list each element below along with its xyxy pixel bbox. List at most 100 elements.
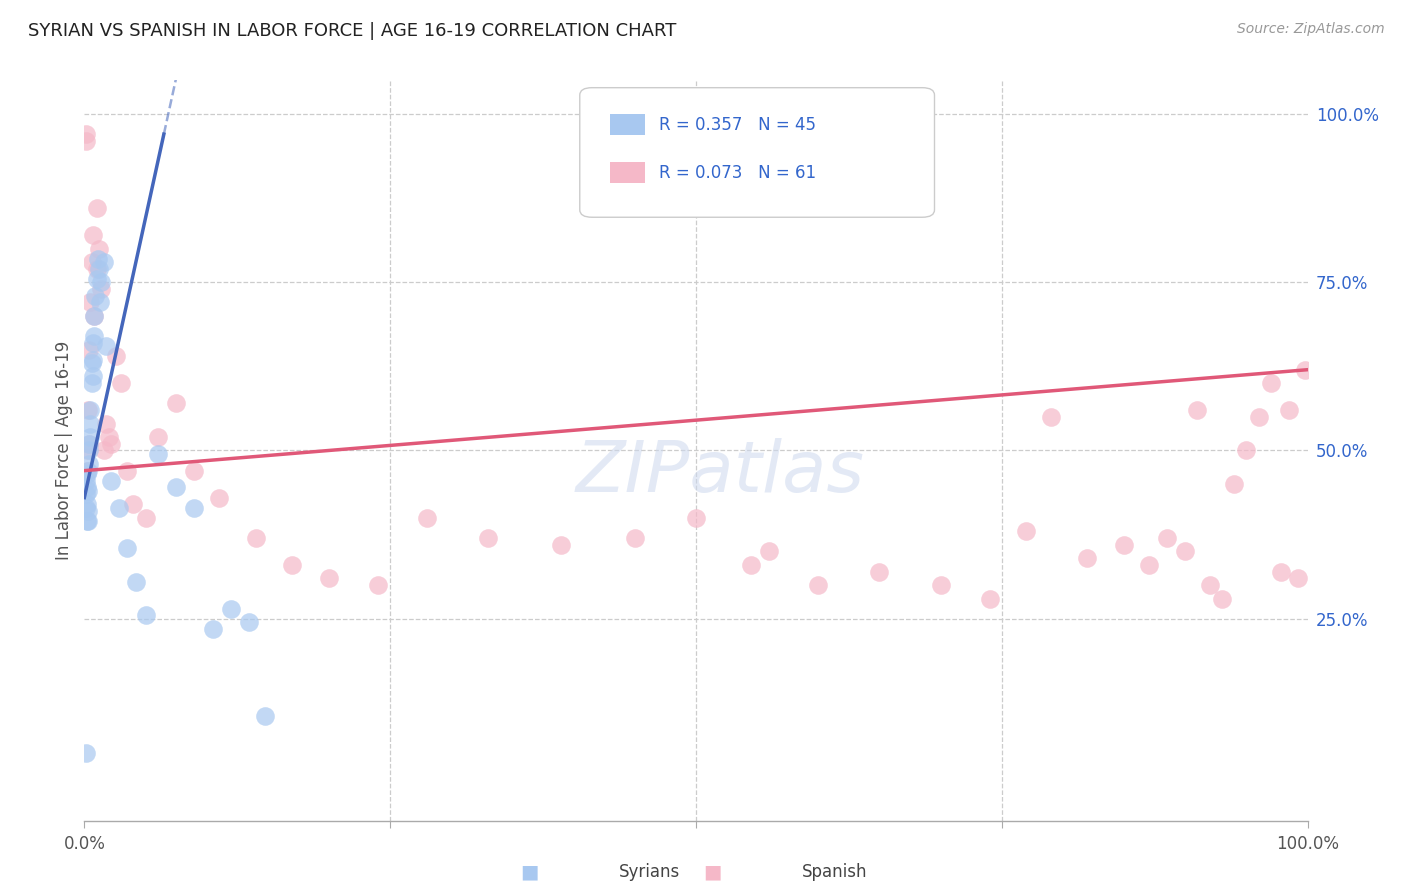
Point (1223, 477, 1246, 491)
Point (807, 578, 830, 592)
Point (87, 242, 110, 256)
Point (86, 272, 108, 286)
Point (77, 443, 100, 458)
Point (87, 261, 110, 276)
Point (146, 430, 169, 444)
Point (90, 282, 112, 296)
Point (83, 329, 105, 343)
Point (76, 443, 98, 458)
Point (79, 430, 101, 444)
Point (105, 349, 128, 363)
Text: SYRIAN VS SPANISH IN LABOR FORCE | AGE 16-19 CORRELATION CHART: SYRIAN VS SPANISH IN LABOR FORCE | AGE 1… (28, 22, 676, 40)
Text: Spanish: Spanish (801, 863, 868, 881)
Point (83, 309, 105, 323)
Point (281, 558, 304, 572)
Point (86, 201, 108, 215)
Point (1278, 403, 1301, 417)
Point (1156, 531, 1178, 545)
Point (82, 335, 104, 350)
Point (122, 497, 145, 511)
Point (79, 403, 101, 417)
Point (1187, 403, 1209, 417)
Point (1286, 571, 1309, 585)
Point (76, 480, 98, 494)
Point (869, 565, 891, 579)
Point (135, 510, 157, 524)
Point (1114, 538, 1136, 552)
Point (79, 295, 101, 310)
Y-axis label: In Labor Force | Age 16-19: In Labor Force | Age 16-19 (55, 341, 73, 560)
Point (96, 339, 118, 353)
Point (107, 500, 129, 515)
Point (1137, 558, 1160, 572)
Point (77, 483, 100, 498)
Point (1236, 443, 1258, 458)
Point (76, 514, 98, 528)
Point (82, 352, 104, 367)
Point (1039, 409, 1062, 424)
Point (80, 356, 103, 370)
Point (1247, 409, 1270, 424)
Text: ■: ■ (520, 863, 538, 882)
Point (1015, 524, 1038, 539)
Point (219, 601, 242, 615)
Point (77, 514, 100, 528)
Point (96, 417, 118, 431)
Point (110, 376, 132, 391)
Point (318, 571, 340, 585)
Point (75, 134, 97, 148)
Point (183, 464, 205, 478)
Point (89, 295, 111, 310)
Point (79, 417, 101, 431)
Point (75, 747, 97, 761)
Point (83, 309, 105, 323)
Point (115, 464, 138, 478)
Point (1211, 591, 1233, 606)
Point (77, 343, 100, 357)
Point (477, 531, 499, 545)
Point (77, 464, 100, 478)
Point (367, 578, 389, 592)
Point (90, 275, 112, 289)
Point (624, 531, 647, 545)
Text: ZIPatlas: ZIPatlas (576, 438, 865, 508)
Text: ■: ■ (703, 863, 721, 882)
Point (115, 541, 138, 555)
Point (75, 487, 97, 501)
Point (75, 500, 97, 515)
Point (238, 615, 260, 629)
Point (75, 474, 97, 488)
Point (1294, 362, 1316, 376)
Point (165, 480, 187, 494)
Point (100, 474, 122, 488)
Point (77, 436, 100, 450)
Point (77, 436, 100, 450)
Point (86, 261, 108, 276)
Point (77, 457, 100, 471)
Point (254, 709, 277, 723)
Point (75, 127, 97, 141)
Text: R = 0.073   N = 61: R = 0.073 N = 61 (659, 164, 817, 182)
Point (76, 467, 98, 481)
Point (740, 558, 762, 572)
Point (1174, 544, 1197, 558)
Point (93, 443, 115, 458)
Point (77, 403, 100, 417)
Point (1198, 578, 1220, 592)
Point (135, 608, 157, 623)
Point (979, 591, 1001, 606)
Point (100, 436, 122, 450)
FancyBboxPatch shape (610, 114, 644, 135)
Point (80, 255, 103, 269)
Point (93, 255, 115, 269)
Point (125, 574, 148, 589)
Point (208, 491, 231, 505)
Point (97, 430, 120, 444)
Point (758, 544, 780, 558)
Point (201, 622, 224, 636)
Point (929, 578, 952, 592)
Point (245, 531, 267, 545)
FancyBboxPatch shape (610, 162, 644, 183)
Point (165, 396, 187, 410)
Point (76, 497, 98, 511)
